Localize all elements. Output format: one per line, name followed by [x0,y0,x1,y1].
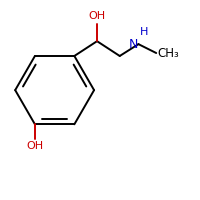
Text: N: N [129,38,138,51]
Text: OH: OH [26,141,43,151]
Text: OH: OH [88,11,106,21]
Text: CH₃: CH₃ [157,47,179,60]
Text: H: H [139,27,148,37]
